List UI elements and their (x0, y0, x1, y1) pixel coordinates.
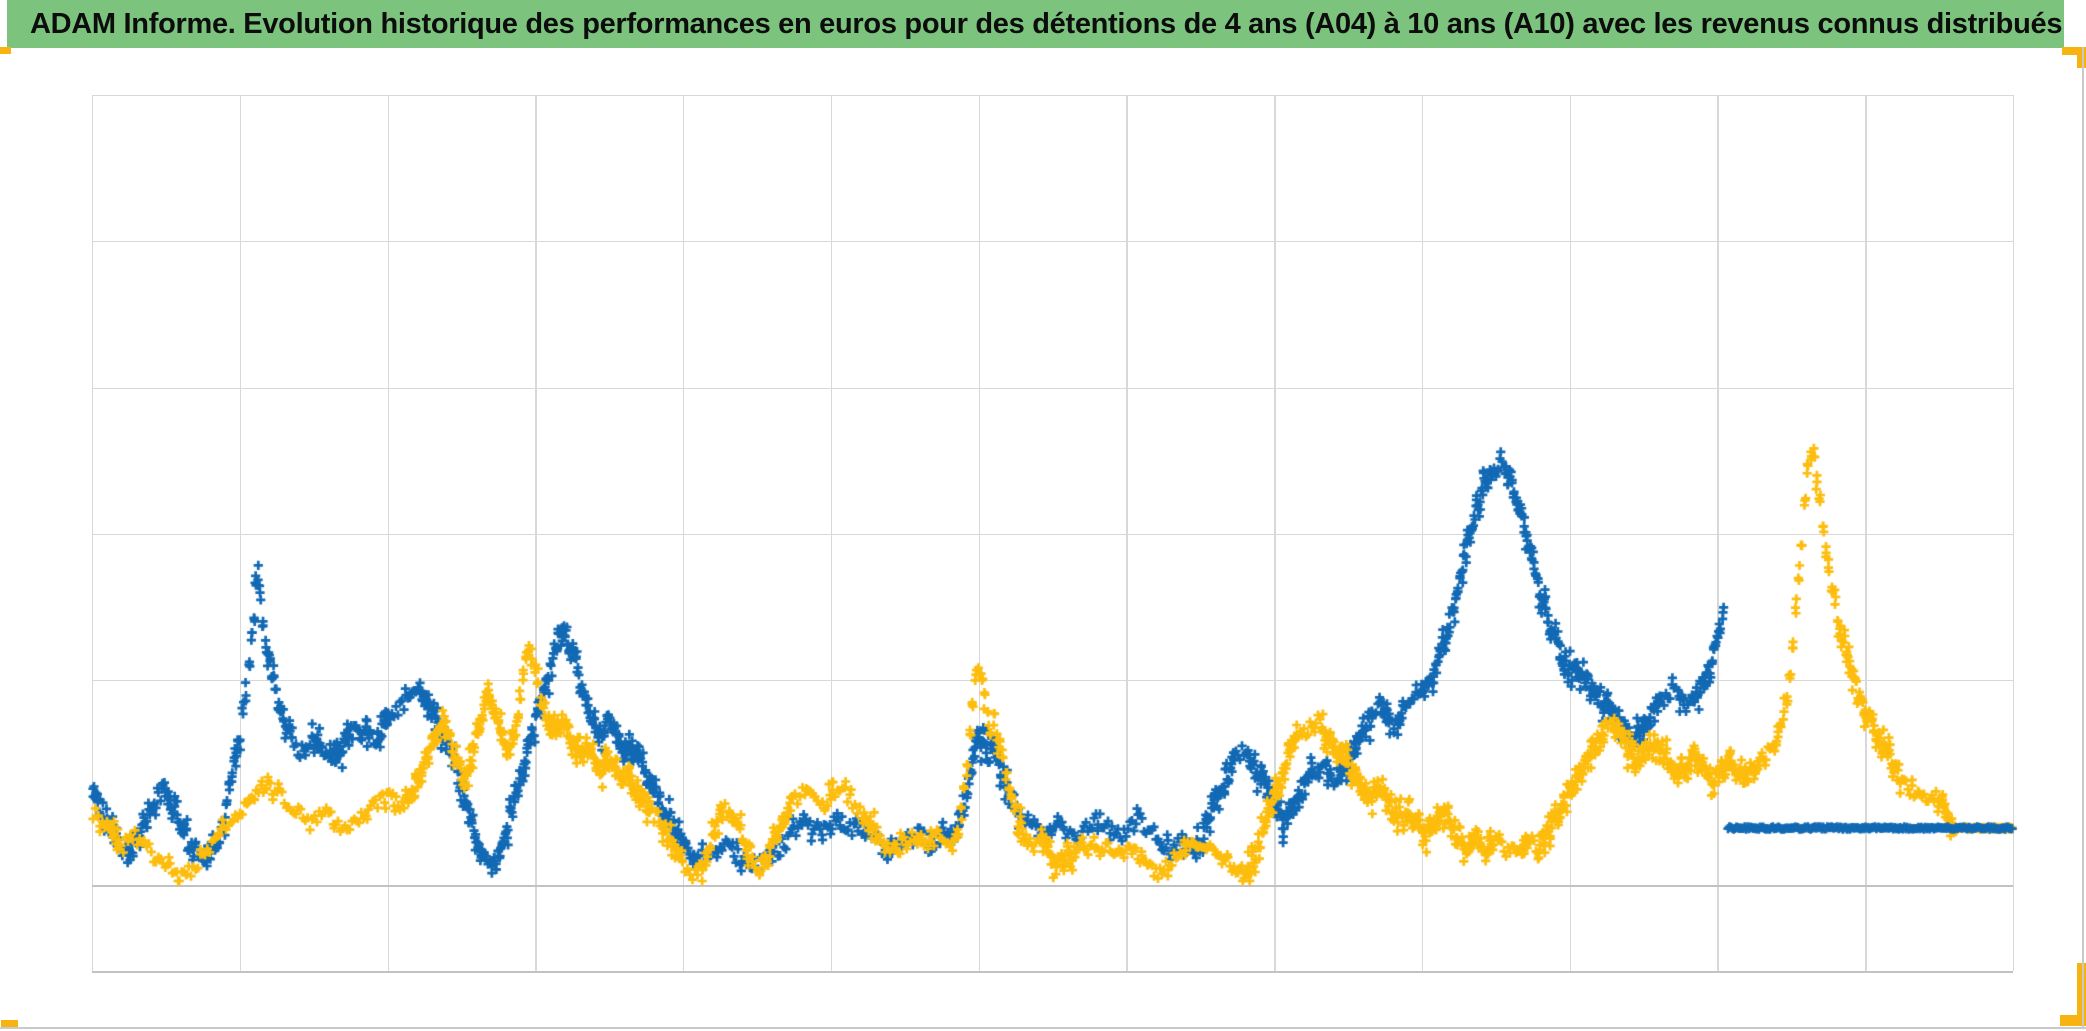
slide: ADAM Informe. Evolution historique des p… (0, 0, 2086, 1031)
scatter-points-canvas (0, 0, 2086, 1031)
